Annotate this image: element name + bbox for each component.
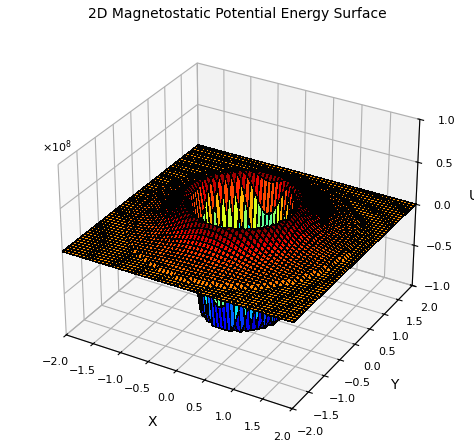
Title: 2D Magnetostatic Potential Energy Surface: 2D Magnetostatic Potential Energy Surfac… (88, 7, 386, 21)
Y-axis label: Y: Y (390, 378, 398, 392)
X-axis label: X: X (148, 415, 157, 429)
